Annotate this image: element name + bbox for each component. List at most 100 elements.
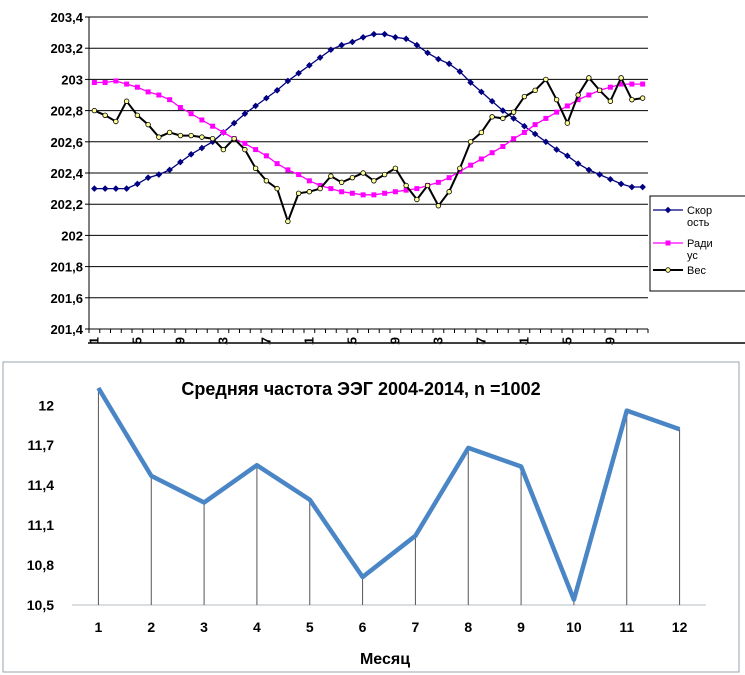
data-point [424, 182, 431, 189]
chart-title: Средняя частота ЭЭГ 2004-2014, n =1002 [181, 379, 540, 399]
data-point [564, 103, 570, 109]
series-line [94, 80, 643, 196]
data-point [187, 150, 195, 158]
data-point [285, 167, 291, 173]
legend-label: Скор ость [687, 205, 712, 229]
data-point [166, 166, 173, 174]
data-point [521, 93, 528, 100]
x-tick-label: 49 [602, 337, 617, 345]
data-point [510, 115, 517, 122]
data-point [145, 121, 151, 128]
legend-marker [664, 206, 672, 214]
data-point [532, 122, 538, 128]
data-point [489, 114, 495, 120]
series-line [93, 75, 643, 225]
y-tick-label: 10,5 [27, 597, 54, 613]
data-point [134, 112, 141, 118]
data-point [607, 175, 614, 183]
data-point [403, 187, 409, 193]
data-point [316, 54, 324, 61]
data-point [241, 110, 249, 118]
data-point [134, 84, 140, 90]
data-point [521, 122, 528, 130]
x-tick-label: 5 [129, 337, 144, 344]
x-tick-label: 45 [559, 337, 574, 345]
x-tick-label: 10 [566, 619, 582, 635]
data-point [359, 33, 367, 41]
data-point [295, 69, 302, 77]
data-point [113, 78, 119, 84]
data-point [317, 182, 323, 188]
data-point [144, 174, 152, 181]
data-point [382, 190, 388, 196]
data-point [446, 175, 452, 181]
data-point [360, 192, 366, 198]
data-point [468, 162, 474, 168]
chart-frame [2, 361, 740, 673]
data-point [607, 84, 613, 90]
data-point [639, 183, 646, 191]
data-point [263, 94, 270, 102]
data-point [478, 88, 485, 96]
data-point [339, 189, 345, 195]
x-tick-label: 5 [306, 619, 314, 635]
data-point [639, 95, 646, 101]
data-point [585, 166, 593, 174]
data-point [640, 81, 646, 87]
chart-1: 201,4 201,6 201,8 202 202,2 202,4 202,6 202,8 20… [50, 10, 745, 345]
legend-marker [665, 267, 671, 273]
data-point [252, 102, 259, 110]
data-point [435, 179, 441, 185]
data-point [177, 132, 184, 139]
data-point [273, 87, 281, 94]
data-point [467, 139, 474, 145]
data-point [371, 178, 377, 184]
data-point [209, 135, 216, 142]
y-tick-label: 201,8 [50, 260, 83, 275]
data-point [586, 92, 592, 98]
y-tick-label: 202,4 [50, 166, 83, 181]
x-tick-label: 9 [172, 337, 187, 344]
data-point [295, 190, 302, 196]
data-point [543, 115, 549, 121]
data-point [263, 153, 269, 159]
data-point [392, 189, 398, 195]
x-tick-label: 41 [516, 337, 531, 345]
data-point [553, 96, 560, 103]
data-point [123, 98, 130, 104]
x-tick-label: 6 [359, 619, 367, 635]
data-point [338, 41, 345, 49]
data-point [435, 55, 442, 63]
series-line [94, 33, 643, 190]
data-point [177, 104, 183, 110]
data-point [156, 92, 162, 98]
data-point [327, 46, 335, 54]
data-point [564, 152, 571, 160]
x-tick-label: 37 [473, 337, 488, 345]
y-tick-label: 202 [61, 228, 83, 243]
data-point [499, 107, 507, 114]
data-point [349, 190, 355, 196]
legend-marker [665, 240, 671, 246]
data-point [285, 218, 291, 225]
data-point [210, 123, 216, 129]
data-point [177, 158, 184, 166]
data-point [101, 185, 109, 192]
data-point [543, 76, 549, 83]
y-tick-label: 11,1 [28, 517, 55, 533]
data-point [306, 178, 312, 184]
data-point [489, 150, 495, 156]
y-tick-label: 202,6 [50, 135, 83, 150]
data-point [306, 62, 313, 69]
data-point [112, 185, 120, 192]
data-point [167, 97, 173, 103]
x-tick-label: 21 [301, 337, 316, 345]
data-point [596, 87, 603, 94]
data-point [263, 178, 270, 184]
data-point [542, 138, 550, 146]
data-point [306, 189, 313, 195]
data-point [328, 173, 334, 179]
data-point [231, 135, 237, 142]
data-point [370, 30, 378, 38]
data-point [113, 118, 119, 125]
